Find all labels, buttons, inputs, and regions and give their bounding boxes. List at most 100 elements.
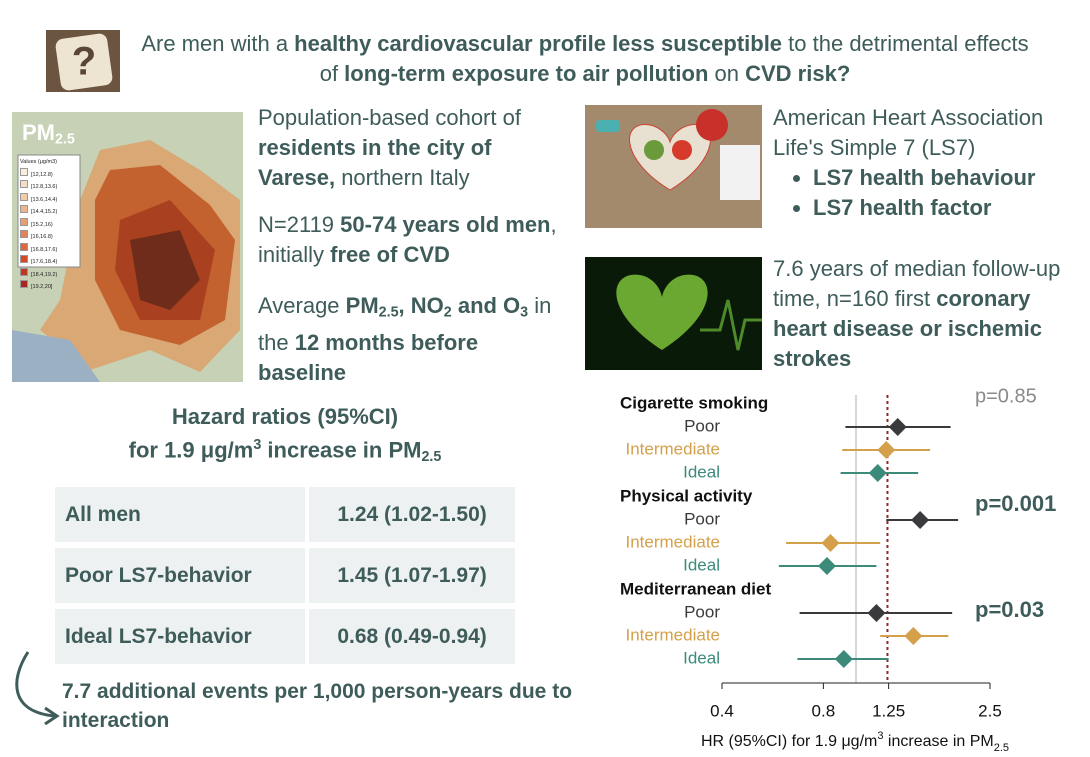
- ls7-block: American Heart Association Life's Simple…: [773, 103, 1073, 223]
- legend-entry: [13.6,14.4): [20, 192, 58, 206]
- text-run: to the detrimental effects of: [319, 31, 1029, 86]
- legend-label: [12,12.8): [31, 171, 53, 178]
- legend-label: [18.4,19.2): [31, 271, 58, 278]
- legend-label: [13.6,14.4): [31, 196, 58, 203]
- table-row: Poor LS7-behavior 1.45 (1.07-1.97): [55, 548, 515, 603]
- note: 7.7 additional events per 1,000 person-y…: [62, 680, 573, 732]
- follow-up: 7.6 years of median follow-up time, n=16…: [773, 254, 1083, 374]
- legend-swatch: [20, 180, 28, 188]
- ls7-list: LS7 health behaviourLS7 health factor: [773, 163, 1073, 223]
- text-run: 12 months before baseline: [258, 329, 479, 385]
- arrow: [15, 651, 60, 726]
- text-run: residents in the city of Varese,: [258, 135, 492, 190]
- text-run: , NO: [398, 293, 444, 318]
- estimate: [888, 418, 907, 436]
- legend-swatch: [20, 230, 28, 238]
- heart-photo: [585, 257, 762, 370]
- p-value: p=0.03: [975, 597, 1044, 622]
- x-tick-label: 2.5: [978, 701, 1002, 720]
- estimate: [868, 464, 887, 482]
- text-run: 2.5: [421, 449, 442, 466]
- text-run: 3: [877, 730, 883, 742]
- group-name: Physical activity: [620, 486, 753, 505]
- legend-swatch: [20, 217, 28, 226]
- text-run: Hazard ratios (95%CI): [171, 404, 399, 429]
- text-run: 2: [443, 304, 452, 321]
- cohort-text: Average PM2.5, NO2 and O3 in the 12 mont…: [258, 291, 568, 388]
- legend-swatch: [20, 192, 28, 201]
- forest-plot: 0.4 0.8 1.25 2.5 HR (95%CI) for 1.9 μg/m3 in…: [620, 385, 1056, 754]
- legend-entry: [19.2,20]: [20, 280, 57, 293]
- table-row: All men 1.24 (1.02-1.50): [55, 487, 515, 542]
- row-label: Poor: [684, 509, 720, 528]
- legend-entry: [16.8,17.6): [20, 242, 58, 256]
- text-run: for 1.9 μg/m: [128, 437, 254, 463]
- cohort-text: N=2119 50-74 years old men, initially fr…: [258, 210, 558, 270]
- svg-text:?: ?: [72, 40, 96, 84]
- legend-entry: [12.8,13.6): [20, 180, 57, 193]
- hazard-table: All men 1.24 (1.02-1.50) Poor LS7-behavior…: [55, 481, 515, 670]
- legend-entry: [16,16.8): [20, 230, 57, 243]
- legend-entry: [15.2,16): [20, 217, 57, 231]
- text-run: PM: [22, 120, 55, 145]
- legend-swatch: [20, 242, 28, 251]
- legend-label: [16.8,17.6): [31, 246, 58, 253]
- food-photo: [585, 105, 762, 228]
- text-run: and O: [451, 293, 521, 318]
- row-label: Intermediate: [626, 439, 721, 458]
- legend-title: Values (μg/m3): [20, 159, 57, 165]
- text-run: Population-based cohort of: [258, 105, 521, 130]
- cohort-text: Population-based cohort of residents in …: [258, 103, 558, 193]
- row-value: 0.68 (0.49-0.94): [305, 609, 515, 664]
- legend-swatch: [20, 255, 28, 263]
- row-label: Intermediate: [626, 625, 721, 644]
- legend-entry: [17.6,18.4): [20, 255, 57, 268]
- row-value: 1.45 (1.07-1.97): [305, 548, 515, 603]
- legend-label: [15.2,16): [31, 221, 53, 228]
- legend-swatch: [20, 267, 28, 276]
- hazard-title: Hazard ratios (95%CI): [55, 402, 515, 432]
- row-label: Poor: [684, 416, 720, 435]
- text-run: northern Italy: [335, 165, 470, 190]
- estimate: [877, 441, 896, 459]
- text-run: 2.5: [55, 131, 75, 148]
- legend-swatch: [20, 205, 28, 213]
- text-run: 50-74 years old men: [340, 212, 551, 237]
- legend-label: [17.6,18.4): [31, 259, 58, 265]
- legend-entry: [14.4,15.2): [20, 205, 57, 218]
- text-run: HR (95%CI) for 1.9 μg/m: [701, 733, 877, 750]
- legend-label: [19.2,20]: [31, 284, 53, 290]
- ls7-intro: American Heart Association Life's Simple…: [773, 105, 1044, 160]
- map-label: PM2.5: [22, 118, 75, 155]
- estimate: [817, 557, 836, 575]
- legend-swatch: [20, 167, 28, 176]
- row-label: Intermediate: [626, 532, 721, 551]
- hazard-title: for 1.9 μg/m3 increase in PM2.5: [55, 430, 515, 472]
- text-run: Are men with a: [141, 31, 295, 56]
- estimate: [867, 604, 886, 622]
- estimate: [904, 627, 923, 645]
- text-run: , initially: [258, 212, 557, 267]
- legend-label: [16,16.8): [31, 234, 53, 240]
- row-label: Ideal: [683, 555, 720, 574]
- row-value: 1.24 (1.02-1.50): [305, 487, 515, 542]
- x-tick-label: 0.4: [710, 701, 734, 720]
- group-name: Mediterranean diet: [620, 579, 771, 598]
- text-run: PM: [345, 293, 379, 318]
- x-tick-label: 0.8: [812, 701, 836, 720]
- legend-label: [12.8,13.6): [31, 184, 58, 190]
- x-tick-label: 1.25: [872, 701, 905, 720]
- row-label: Ideal: [683, 462, 720, 481]
- text-run: coronary heart disease or ischemic strok…: [773, 286, 1043, 371]
- question-icon: ?: [46, 30, 120, 92]
- text-run: healthy cardiovascular profile less susc…: [294, 31, 783, 56]
- map-image: [12, 112, 243, 382]
- legend-swatch: [20, 280, 28, 288]
- table-row: Ideal LS7-behavior 0.68 (0.49-0.94): [55, 609, 515, 664]
- text-run: Average: [258, 293, 346, 318]
- ls7-bullet: LS7 health behaviour: [813, 163, 1073, 193]
- text-run: 2.5: [994, 742, 1009, 754]
- text-run: increase in PM: [883, 733, 993, 750]
- p-value: p=0.85: [975, 385, 1037, 407]
